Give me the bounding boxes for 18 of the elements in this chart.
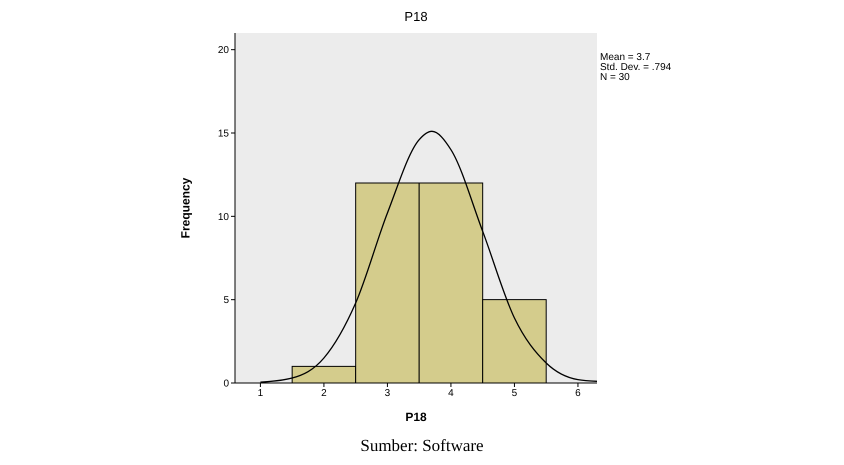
x-tick-label: 5 [512, 388, 518, 400]
y-axis-title: Frequency [178, 177, 192, 238]
chart-title: P18 [403, 9, 429, 24]
text: N = 30 [600, 72, 631, 83]
y-tick-label: 0 [223, 378, 230, 390]
x-tick-label: 3 [384, 388, 391, 400]
text: Mean = 3.7 [600, 52, 652, 63]
y-tick-label: 20 [218, 45, 230, 56]
y-tick-label: 10 [218, 212, 230, 223]
text: Sumber: Software [359, 436, 485, 456]
x-tick-label: 2 [321, 388, 328, 400]
text: Std. Dev. = .794 [600, 62, 672, 73]
x-axis-title: P18 [405, 410, 427, 424]
x-tick-label: 4 [448, 388, 454, 400]
y-tick-label: 15 [218, 128, 230, 140]
y-tick-label: 5 [223, 295, 230, 306]
x-tick-label: 6 [575, 388, 582, 400]
x-tick-label: 1 [258, 388, 264, 400]
